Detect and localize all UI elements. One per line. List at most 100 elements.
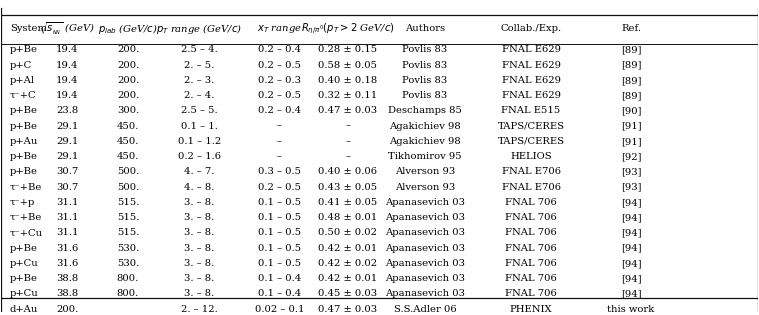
Text: 31.6: 31.6 [56,259,78,268]
Text: 31.6: 31.6 [56,244,78,253]
Text: 19.4: 19.4 [56,45,79,54]
Text: 0.2 – 0.5: 0.2 – 0.5 [258,183,301,192]
Text: 0.47 ± 0.03: 0.47 ± 0.03 [318,305,377,314]
Text: FNAL E706: FNAL E706 [502,167,561,176]
Text: 23.8: 23.8 [56,106,78,115]
Text: FNAL 706: FNAL 706 [505,289,557,298]
Text: p+Au: p+Au [10,137,38,146]
Text: τ⁻+C: τ⁻+C [10,91,36,100]
Text: Apanasevich 03: Apanasevich 03 [385,198,465,207]
Text: $p_T$ range (GeV/$c$): $p_T$ range (GeV/$c$) [156,22,242,36]
Text: 0.58 ± 0.05: 0.58 ± 0.05 [318,60,377,70]
Text: [90]: [90] [621,106,641,115]
Text: [94]: [94] [621,274,641,283]
Text: 0.1 – 1.: 0.1 – 1. [181,122,218,131]
Text: 3. – 8.: 3. – 8. [184,274,214,283]
Text: [92]: [92] [621,152,641,161]
Text: p+Be: p+Be [10,274,38,283]
Text: $x_T$ range: $x_T$ range [257,23,302,35]
Text: 500.: 500. [117,167,139,176]
Text: 2. – 3.: 2. – 3. [184,76,214,85]
Text: Deschamps 85: Deschamps 85 [388,106,462,115]
Text: τ⁻+Be: τ⁻+Be [10,183,43,192]
Text: [93]: [93] [621,183,641,192]
Text: [93]: [93] [621,167,641,176]
Text: 4. – 8.: 4. – 8. [184,183,214,192]
Text: p+Be: p+Be [10,152,38,161]
Text: –: – [277,152,282,161]
Text: 0.2 – 0.5: 0.2 – 0.5 [258,91,301,100]
Text: 450.: 450. [117,137,139,146]
Text: p+Cu: p+Cu [10,259,39,268]
Text: 0.48 ± 0.01: 0.48 ± 0.01 [318,213,377,222]
Text: [91]: [91] [621,137,641,146]
Text: 0.1 – 0.5: 0.1 – 0.5 [258,244,301,253]
Text: [94]: [94] [621,244,641,253]
Text: [89]: [89] [621,91,641,100]
Text: [94]: [94] [621,198,641,207]
Text: 200.: 200. [117,45,139,54]
Text: 29.1: 29.1 [56,152,78,161]
Text: Povlis 83: Povlis 83 [402,45,448,54]
Text: 300.: 300. [117,106,139,115]
Text: S.S.Adler 06: S.S.Adler 06 [394,305,456,314]
Text: 200.: 200. [56,305,78,314]
Text: 19.4: 19.4 [56,91,79,100]
Text: 2.5 – 5.: 2.5 – 5. [181,106,218,115]
Text: 0.1 – 0.5: 0.1 – 0.5 [258,198,301,207]
Text: [94]: [94] [621,259,641,268]
Text: 200.: 200. [117,60,139,70]
Text: 19.4: 19.4 [56,76,79,85]
Text: 0.2 – 0.4: 0.2 – 0.4 [258,45,301,54]
Text: 38.8: 38.8 [56,289,78,298]
Text: p+Be: p+Be [10,122,38,131]
Text: p+Cu: p+Cu [10,289,39,298]
Text: FNAL E629: FNAL E629 [502,91,561,100]
Text: 450.: 450. [117,152,139,161]
Text: 3. – 8.: 3. – 8. [184,244,214,253]
Text: 0.32 ± 0.11: 0.32 ± 0.11 [318,91,377,100]
Text: p+Be: p+Be [10,106,38,115]
Text: 800.: 800. [117,274,139,283]
Text: FNAL E706: FNAL E706 [502,183,561,192]
Text: 0.40 ± 0.06: 0.40 ± 0.06 [318,167,377,176]
Text: d+Au: d+Au [10,305,38,314]
Text: 2.5 – 4.: 2.5 – 4. [181,45,218,54]
Text: TAPS/CERES: TAPS/CERES [497,122,565,131]
Text: p+Al: p+Al [10,76,35,85]
Text: 530.: 530. [117,244,139,253]
Text: [89]: [89] [621,45,641,54]
Text: 0.1 – 0.4: 0.1 – 0.4 [258,289,301,298]
Text: Apanasevich 03: Apanasevich 03 [385,259,465,268]
Text: 200.: 200. [117,76,139,85]
Text: 30.7: 30.7 [56,167,78,176]
Text: FNAL E629: FNAL E629 [502,76,561,85]
Text: $p_{lab}$ (GeV/$c$): $p_{lab}$ (GeV/$c$) [98,22,158,36]
Text: Agakichiev 98: Agakichiev 98 [389,137,461,146]
Text: p+C: p+C [10,60,32,70]
Text: τ⁻+Cu: τ⁻+Cu [10,228,43,238]
Text: Tikhomirov 95: Tikhomirov 95 [388,152,461,161]
Text: Collab./Exp.: Collab./Exp. [500,24,562,33]
Text: 19.4: 19.4 [56,60,79,70]
Text: Apanasevich 03: Apanasevich 03 [385,274,465,283]
Text: Apanasevich 03: Apanasevich 03 [385,244,465,253]
Text: System: System [10,24,47,33]
Text: Alverson 93: Alverson 93 [395,167,455,176]
Text: 0.1 – 1.2: 0.1 – 1.2 [178,137,221,146]
Text: 0.2 – 0.3: 0.2 – 0.3 [258,76,301,85]
Text: FNAL 706: FNAL 706 [505,213,557,222]
Text: FNAL E629: FNAL E629 [502,60,561,70]
Text: 0.42 ± 0.02: 0.42 ± 0.02 [318,259,377,268]
Text: 200.: 200. [117,91,139,100]
Text: 500.: 500. [117,183,139,192]
Text: FNAL E515: FNAL E515 [502,106,561,115]
Text: PHENIX: PHENIX [510,305,553,314]
Text: τ⁻+Be: τ⁻+Be [10,213,43,222]
Text: –: – [345,152,350,161]
Text: FNAL E629: FNAL E629 [502,45,561,54]
Text: 2. – 4.: 2. – 4. [184,91,214,100]
Text: 0.47 ± 0.03: 0.47 ± 0.03 [318,106,377,115]
Text: 0.2 – 0.5: 0.2 – 0.5 [258,60,301,70]
Text: FNAL 706: FNAL 706 [505,244,557,253]
